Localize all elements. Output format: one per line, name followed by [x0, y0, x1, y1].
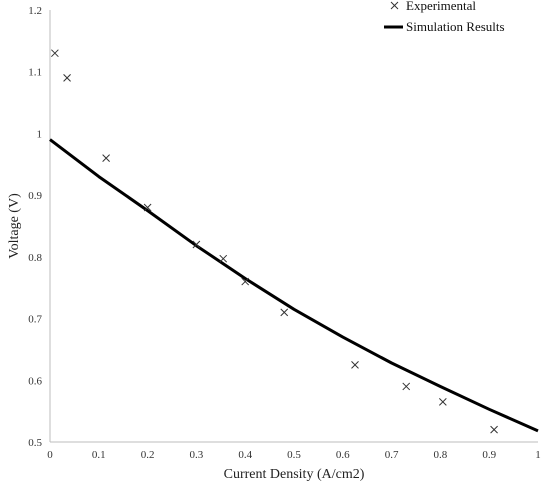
- y-tick-label: 0.7: [28, 314, 42, 326]
- y-tick-labels: 0.5 0.6 0.7 0.8 0.9 1 1.1 1.2: [28, 5, 42, 449]
- legend-label-experimental: Experimental: [406, 0, 476, 13]
- x-tick-label: 0.9: [482, 449, 496, 461]
- experimental-point: [490, 425, 498, 434]
- legend-label-simulation: Simulation Results: [406, 19, 505, 34]
- experimental-point: [280, 308, 289, 317]
- x-tick-labels: 0 0.1 0.2 0.3 0.4 0.5 0.6 0.7 0.8 0.9 1: [47, 449, 541, 461]
- y-tick-label: 0.8: [28, 252, 42, 264]
- x-tick-label: 0.2: [141, 449, 155, 461]
- y-tick-label: 1.2: [28, 5, 42, 17]
- legend: Experimental Simulation Results: [384, 0, 505, 34]
- y-tick-label: 1: [37, 128, 43, 140]
- x-tick-label: 0.1: [92, 449, 106, 461]
- x-tick-label: 0.7: [385, 449, 399, 461]
- simulation-line: [49, 138, 539, 433]
- y-tick-label: 1.1: [28, 67, 42, 79]
- experimental-point: [51, 49, 59, 58]
- experimental-point: [63, 74, 71, 82]
- x-axis-title: Current Density (A/cm2): [224, 467, 365, 482]
- y-tick-label: 0.9: [28, 190, 42, 202]
- experimental-point: [143, 203, 152, 212]
- x-tick-label: 0.6: [336, 449, 350, 461]
- simulation-series: [49, 138, 539, 433]
- experimental-series: [51, 49, 498, 434]
- x-tick-label: 1: [535, 449, 541, 461]
- x-tick-label: 0.3: [190, 449, 204, 461]
- legend-marker-experimental: [390, 1, 399, 10]
- y-axis-title: Voltage (V): [7, 193, 22, 259]
- x-tick-label: 0.8: [434, 449, 448, 461]
- experimental-point: [102, 154, 110, 162]
- experimental-point: [241, 277, 250, 286]
- axes: [49, 10, 538, 443]
- x-tick-label: 0.4: [238, 449, 252, 461]
- experimental-point: [402, 382, 411, 391]
- y-tick-label: 0.6: [28, 375, 42, 387]
- experimental-point: [192, 240, 201, 249]
- experimental-point: [351, 361, 359, 369]
- y-tick-label: 0.5: [28, 437, 42, 449]
- x-tick-label: 0.5: [287, 449, 301, 461]
- experimental-point: [219, 254, 228, 263]
- x-tick-label: 0: [47, 449, 53, 461]
- experimental-point: [438, 398, 447, 406]
